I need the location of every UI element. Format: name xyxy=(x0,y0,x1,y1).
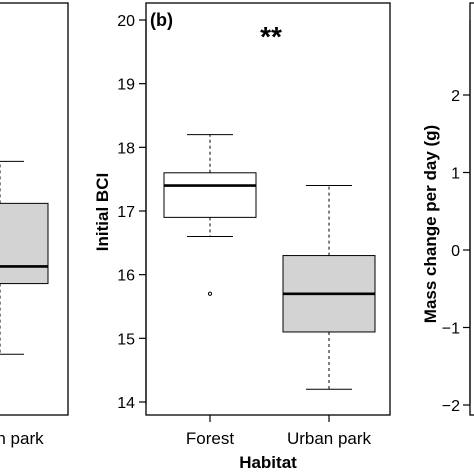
panel-c-y-tick-label-2: 0 xyxy=(451,243,460,260)
panel-c-y-tick-label-1: −1 xyxy=(442,321,460,338)
y-tick-label-14: 14 xyxy=(117,395,135,412)
x-axis-title: Habitat xyxy=(239,453,297,472)
y-tick-label-15: 15 xyxy=(117,331,135,348)
panel-c-y-tick-label-4: 2 xyxy=(451,88,460,105)
y-tick-label-20: 20 xyxy=(117,13,135,30)
y-tick-label-18: 18 xyxy=(117,140,135,157)
panel-c-y-tick-label-3: 1 xyxy=(451,166,460,183)
panel-c-y-ticks: −2 −1 0 1 2 xyxy=(442,88,470,415)
x-tick-label-forest: Forest xyxy=(186,429,234,448)
y-axis-title: Initial BCI xyxy=(93,173,112,251)
panel-b-label: (b) xyxy=(150,10,173,30)
y-tick-label-16: 16 xyxy=(117,268,135,285)
panel-a-marks xyxy=(0,160,49,355)
panel-b-marks xyxy=(163,134,376,390)
x-tick-label-urban-park: Urban park xyxy=(287,429,372,448)
panel-a-box-0-box xyxy=(0,202,49,285)
y-tick-label-17: 17 xyxy=(117,204,135,221)
panel-c: −2 −1 0 1 2 Mass change per day (g) xyxy=(421,2,474,416)
significance-marker: ** xyxy=(260,21,282,52)
panel-c-y-tick-label-0: −2 xyxy=(442,398,460,415)
box-forest-box xyxy=(163,172,257,218)
box-forest-outlier-0 xyxy=(207,291,213,296)
panel-a: n park xyxy=(0,2,69,448)
y-tick-label-19: 19 xyxy=(117,77,135,94)
panel-b-y-ticks: 14 15 16 17 18 19 20 xyxy=(117,13,146,412)
panel-c-y-axis-title: Mass change per day (g) xyxy=(421,125,440,323)
panel-a-frame xyxy=(0,2,69,416)
panel-a-x-tick-label: n park xyxy=(0,429,44,448)
